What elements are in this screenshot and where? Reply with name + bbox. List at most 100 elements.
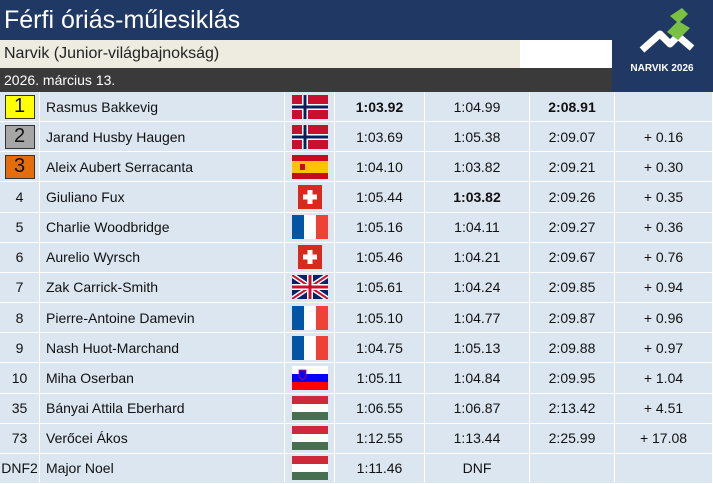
time-diff: + 0.30 <box>615 152 713 183</box>
flag-cell <box>285 363 335 394</box>
time-diff <box>615 453 713 484</box>
athlete-name: Miha Oserban <box>40 363 285 394</box>
rank-cell: 73 <box>0 423 40 454</box>
flag <box>291 154 328 179</box>
run1-time: 1:06.55 <box>335 393 425 424</box>
logo-graphic: NARVIK 2026 <box>630 8 695 74</box>
run1-time: 1:05.46 <box>335 242 425 273</box>
flag <box>291 124 328 149</box>
total-time: 2:09.07 <box>530 122 615 153</box>
flag-cell <box>285 92 335 123</box>
run1-time: 1:05.61 <box>335 272 425 304</box>
run2-time: 1:13.44 <box>425 423 530 454</box>
athlete-name: Aleix Aubert Serracanta <box>40 152 285 183</box>
athlete-name: Giuliano Fux <box>40 182 285 213</box>
rank-cell: 10 <box>0 363 40 394</box>
athlete-name: Aurelio Wyrsch <box>40 242 285 273</box>
flag-cell <box>285 182 335 213</box>
flag <box>291 305 328 330</box>
run1-time: 1:03.69 <box>335 122 425 153</box>
total-time: 2:09.85 <box>530 272 615 304</box>
time-diff: + 0.97 <box>615 333 713 364</box>
rank-cell: 2 <box>0 122 40 153</box>
rank-cell: 8 <box>0 303 40 334</box>
rank: 4 <box>15 189 24 206</box>
run2-time: 1:03.82 <box>425 152 530 183</box>
flag <box>297 185 322 210</box>
rank: DNF2 <box>1 460 38 477</box>
run2-time: 1:05.38 <box>425 122 530 153</box>
rank: 9 <box>15 339 24 356</box>
time-diff: + 4.51 <box>615 393 713 424</box>
flag-cell <box>285 303 335 334</box>
rank: 5 <box>15 219 24 236</box>
rank: 1 <box>4 94 35 119</box>
total-time: 2:09.95 <box>530 363 615 394</box>
rank: 6 <box>15 249 24 266</box>
flag <box>291 396 328 421</box>
rank-cell: DNF2 <box>0 453 40 484</box>
total-time: 2:13.42 <box>530 393 615 424</box>
athlete-name: Zak Carrick-Smith <box>40 272 285 304</box>
flag <box>291 94 328 119</box>
run2-time: 1:04.11 <box>425 212 530 243</box>
run2-time: 1:03.82 <box>425 182 530 213</box>
run2-time: 1:05.13 <box>425 333 530 364</box>
total-time <box>530 453 615 484</box>
flag <box>291 335 328 360</box>
flag-cell <box>285 453 335 484</box>
flag <box>297 245 322 270</box>
flag-cell <box>285 333 335 364</box>
flag-cell <box>285 212 335 243</box>
athlete-name: Charlie Woodbridge <box>40 212 285 243</box>
rank: 8 <box>15 309 24 326</box>
run1-time: 1:05.11 <box>335 363 425 394</box>
rank-cell: 6 <box>0 242 40 273</box>
athlete-name: Major Noel <box>40 453 285 484</box>
logo: NARVIK 2026 <box>612 0 713 92</box>
total-time: 2:09.67 <box>530 242 615 273</box>
flag <box>291 365 328 390</box>
rank-cell: 35 <box>0 393 40 424</box>
athlete-name: Pierre-Antoine Damevin <box>40 303 285 334</box>
run2-time: 1:04.24 <box>425 272 530 304</box>
athlete-name: Nash Huot-Marchand <box>40 333 285 364</box>
flag-cell <box>285 272 335 304</box>
run2-time: 1:04.99 <box>425 92 530 123</box>
rank: 35 <box>11 400 28 417</box>
logo-text: NARVIK 2026 <box>630 63 694 74</box>
run1-time: 1:11.46 <box>335 453 425 484</box>
time-diff: + 0.16 <box>615 122 713 153</box>
flag <box>291 426 328 451</box>
date: 2026. március 13. <box>0 68 612 92</box>
total-time: 2:09.87 <box>530 303 615 334</box>
run1-time: 1:05.10 <box>335 303 425 334</box>
flag-cell <box>285 122 335 153</box>
rank-cell: 4 <box>0 182 40 213</box>
rank-cell: 7 <box>0 272 40 304</box>
flag-cell <box>285 242 335 273</box>
total-time: 2:09.88 <box>530 333 615 364</box>
subtitle: Narvik (Junior-világbajnokság) <box>0 40 520 68</box>
run1-time: 1:05.16 <box>335 212 425 243</box>
total-time: 2:09.21 <box>530 152 615 183</box>
time-diff: + 0.96 <box>615 303 713 334</box>
time-diff <box>615 92 713 123</box>
rank-cell: 3 <box>0 152 40 183</box>
flag-cell <box>285 152 335 183</box>
flag <box>291 275 328 300</box>
total-time: 2:09.27 <box>530 212 615 243</box>
time-diff: + 0.94 <box>615 272 713 304</box>
time-diff: + 0.36 <box>615 212 713 243</box>
run1-time: 1:03.92 <box>335 92 425 123</box>
total-time: 2:25.99 <box>530 423 615 454</box>
rank: 73 <box>11 430 28 447</box>
rank: 10 <box>11 369 28 386</box>
run2-time: DNF <box>425 453 530 484</box>
run2-time: 1:04.21 <box>425 242 530 273</box>
flag-cell <box>285 423 335 454</box>
run2-time: 1:04.84 <box>425 363 530 394</box>
run2-time: 1:04.77 <box>425 303 530 334</box>
flag <box>291 456 328 481</box>
